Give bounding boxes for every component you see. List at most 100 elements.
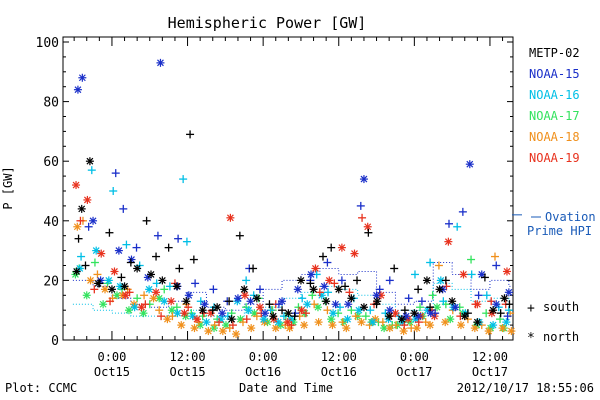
north-point <box>152 288 161 297</box>
south-point <box>327 243 336 252</box>
north-point <box>188 312 197 321</box>
south-point <box>308 291 317 300</box>
series-metp-02 <box>72 130 514 327</box>
x-axis-label: Date and Time <box>239 381 333 395</box>
south-point <box>453 222 462 231</box>
south-point <box>315 288 324 297</box>
north-point <box>470 324 479 333</box>
north-point <box>489 306 498 315</box>
north-point <box>240 291 249 300</box>
south-point <box>480 273 489 282</box>
south-point <box>81 261 90 270</box>
north-point <box>380 324 389 333</box>
step-lines <box>72 262 512 320</box>
north-point <box>502 318 511 327</box>
south-point <box>117 273 126 282</box>
south-point <box>133 294 142 303</box>
north-point <box>86 276 95 285</box>
y-tick-label: 80 <box>43 96 59 111</box>
north-point <box>213 303 222 312</box>
north-point <box>139 309 148 318</box>
south-point <box>306 279 315 288</box>
south-point <box>467 270 476 279</box>
north-point <box>507 327 516 336</box>
south-point <box>87 166 96 175</box>
south-point <box>356 201 365 210</box>
north-point <box>198 306 207 315</box>
south-point <box>76 216 85 225</box>
south-point <box>385 276 394 285</box>
x-tick-date: Oct15 <box>169 365 205 379</box>
south-point <box>175 264 184 273</box>
south-point <box>434 261 443 270</box>
marker-key-symbol: * <box>527 331 535 346</box>
north-point <box>233 294 242 303</box>
south-point <box>375 285 384 294</box>
north-point <box>359 303 368 312</box>
south-point <box>235 231 244 240</box>
south-point <box>84 222 93 231</box>
marker-key-north: north <box>543 330 579 344</box>
legend-entry-metp-02: METP-02 <box>529 46 580 60</box>
south-point <box>278 306 287 315</box>
south-point <box>390 264 399 273</box>
south-point <box>474 291 483 300</box>
north-point <box>247 324 256 333</box>
ovation-label-line2: Prime HPI <box>527 224 592 238</box>
south-point <box>467 255 476 264</box>
north-point <box>293 285 302 294</box>
south-point <box>341 282 350 291</box>
south-point <box>364 228 373 237</box>
south-point <box>152 252 161 261</box>
north-point <box>329 309 338 318</box>
north-point <box>502 267 511 276</box>
north-point <box>246 297 255 306</box>
south-point <box>482 291 491 300</box>
north-point <box>107 285 116 294</box>
south-point <box>366 306 375 315</box>
step-line <box>72 282 512 320</box>
north-point <box>163 315 172 324</box>
south-point <box>361 312 370 321</box>
south-point <box>336 303 345 312</box>
legend: METP-02 NOAA-15 NOAA-16 NOAA-17 NOAA-18 NOAA-… <box>529 46 580 165</box>
south-point <box>209 285 218 294</box>
north-point <box>120 282 129 291</box>
south-point <box>417 297 426 306</box>
south-point <box>191 279 200 288</box>
south-point <box>400 306 409 315</box>
south-point <box>265 300 274 309</box>
x-tick-label: 0:00 <box>400 350 429 364</box>
north-point <box>320 282 329 291</box>
north-point <box>350 249 359 258</box>
y-tick-label: 20 <box>43 274 59 289</box>
south-point <box>414 318 423 327</box>
north-point <box>492 300 501 309</box>
north-point <box>489 321 498 330</box>
north-point <box>130 303 139 312</box>
marker-key-south: south <box>543 300 579 314</box>
x-tick-date: Oct17 <box>472 365 508 379</box>
south-point <box>109 187 118 195</box>
x-axis: 0:00Oct1512:00Oct150:00Oct1612:00Oct160:… <box>73 37 508 379</box>
north-point <box>465 160 474 169</box>
south-point <box>186 130 195 139</box>
south-point <box>416 303 425 312</box>
south-point <box>165 282 174 291</box>
north-point <box>473 318 482 327</box>
south-point <box>252 312 261 321</box>
north-point <box>446 315 455 324</box>
legend-entry-noaa-19: NOAA-19 <box>529 151 580 165</box>
y-tick-label: 100 <box>36 36 59 51</box>
north-point <box>202 318 211 327</box>
north-point <box>73 222 82 231</box>
south-point <box>301 309 310 318</box>
south-point <box>184 303 193 312</box>
north-point <box>261 309 270 318</box>
south-point <box>353 276 362 285</box>
marker-key-symbol: + <box>527 301 535 316</box>
north-point <box>99 300 108 309</box>
